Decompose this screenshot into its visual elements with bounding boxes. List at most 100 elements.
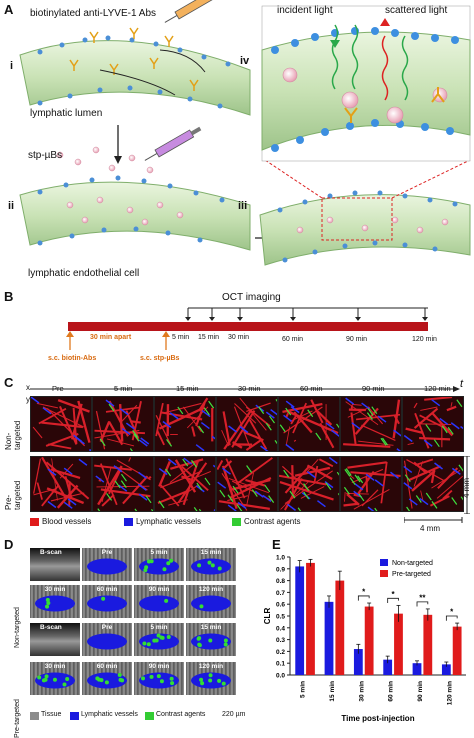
row-label-pretargeted: Pre- targeted xyxy=(4,481,22,510)
legend-swatch-tissue xyxy=(30,712,39,720)
significance-label: * xyxy=(450,608,454,617)
biotin-label: s.c. biotin-Abs xyxy=(48,355,96,362)
legend-swatch-contrast xyxy=(232,518,241,526)
tick-label: 90 min xyxy=(346,336,367,343)
bar xyxy=(335,581,344,675)
y-tick-label: 0.9 xyxy=(276,566,285,573)
y-axis-label: CLR xyxy=(263,608,272,625)
numeral-iii: iii xyxy=(238,200,247,212)
oct-tile: 60 min xyxy=(82,662,132,695)
legend-label: Pre-targeted xyxy=(392,571,431,578)
row-label-d-nontargeted: Non-targeted xyxy=(14,607,21,648)
y-tick-label: 0.2 xyxy=(276,649,285,656)
oct-tile: 15 min xyxy=(186,548,236,581)
oct-tile: 30 min xyxy=(30,662,80,695)
bar xyxy=(295,566,304,675)
microscopy-tile xyxy=(340,456,402,512)
legend-label: Non-targeted xyxy=(392,560,433,567)
y-tick-label: 0.0 xyxy=(276,673,285,680)
bar xyxy=(306,563,315,675)
legend-tissue-label: Tissue xyxy=(41,711,61,718)
x-tick-label: 90 min xyxy=(417,681,424,702)
incident-light-label: incident light xyxy=(277,5,333,16)
y-tick-label: 0.1 xyxy=(276,661,285,668)
oct-time-label: 90 min xyxy=(134,586,184,593)
legend-contrast-label: Contrast agents xyxy=(244,517,300,526)
numeral-iv: iv xyxy=(240,55,249,67)
scale-d-h-label: 220 µm xyxy=(222,711,246,718)
significance-bracket xyxy=(446,616,457,621)
column-time-label: Pre xyxy=(52,384,64,393)
vessel-iv-zoom xyxy=(262,6,470,161)
oct-time-label: 90 min xyxy=(134,663,184,670)
y-tick-label: 0.3 xyxy=(276,637,285,644)
syringe-icon xyxy=(143,125,202,164)
panel-a-illustration xyxy=(0,0,474,285)
bscan-label: B-scan xyxy=(40,624,62,631)
microscopy-tile xyxy=(216,456,278,512)
microscopy-tile xyxy=(340,396,402,452)
y-tick-label: 0.7 xyxy=(276,590,285,597)
oct-tile: 5 min xyxy=(134,623,184,656)
apart-label: 30 min apart xyxy=(90,334,131,341)
bar xyxy=(365,607,374,675)
oct-time-label: 15 min xyxy=(186,549,236,556)
significance-bracket xyxy=(358,596,369,601)
oct-time-label: 30 min xyxy=(30,663,80,670)
oct-tile: Pre xyxy=(82,548,132,581)
oct-time-label: 15 min xyxy=(186,624,236,631)
microscopy-tile xyxy=(154,396,216,452)
scale-v-label: 4 mm xyxy=(462,478,471,498)
scattered-light-label: scattered light xyxy=(385,5,447,16)
abs-label: biotinylated anti-LYVE-1 Abs xyxy=(30,8,156,19)
oct-time-label: Pre xyxy=(82,624,132,631)
bscan-label: B-scan xyxy=(40,549,62,556)
vessel-ii xyxy=(20,147,250,250)
bar xyxy=(453,627,462,675)
oct-time-label: 120 min xyxy=(186,663,236,670)
oct-time-label: 60 min xyxy=(82,663,132,670)
tick-label: 15 min xyxy=(198,334,219,341)
legend-swatch-lymphatic xyxy=(124,518,133,526)
tick-label: 30 min xyxy=(228,334,249,341)
oct-tile: 30 min xyxy=(30,585,80,618)
numeral-i: i xyxy=(10,60,13,72)
x-tick-label: 5 min xyxy=(300,681,307,698)
tick-label: 60 min xyxy=(282,336,303,343)
y-tick-label: 0.4 xyxy=(276,625,285,632)
legend-blood-label: Blood vessels xyxy=(42,517,91,526)
legend-d-contrast-label: Contrast agents xyxy=(156,711,205,718)
y-tick-label: 0.5 xyxy=(276,614,285,621)
bscan-tile: B-scan xyxy=(30,548,80,581)
oct-time-label: 120 min xyxy=(186,586,236,593)
column-time-label: 90 min xyxy=(362,384,385,393)
x-tick-label: 15 min xyxy=(329,681,336,702)
y-tick-label: 0.8 xyxy=(276,578,285,585)
ubs-label: stp-µBs xyxy=(28,150,62,161)
column-time-label: 15 min xyxy=(176,384,199,393)
legend-swatch-d-lymphatic xyxy=(70,712,79,720)
significance-bracket xyxy=(388,598,399,603)
oct-tile: 5 min xyxy=(134,548,184,581)
lumen-label: lymphatic lumen xyxy=(30,108,102,119)
row-label-nontargeted: Non- targeted xyxy=(4,421,22,450)
oct-time-label: 60 min xyxy=(82,586,132,593)
tick-label: 5 min xyxy=(172,334,189,341)
panel-d-label: D xyxy=(4,537,13,552)
microscopy-tile xyxy=(402,456,464,512)
cell-label: lymphatic endothelial cell xyxy=(28,268,139,279)
bar xyxy=(423,615,432,675)
y-tick-label: 0.6 xyxy=(276,602,285,609)
panel-c-label: C xyxy=(4,375,13,390)
legend-lymphatic-label: Lymphatic vessels xyxy=(136,517,201,526)
column-time-label: 60 min xyxy=(300,384,323,393)
significance-label: ** xyxy=(419,593,426,602)
syringe-icon xyxy=(163,0,222,26)
stp-label: s.c. stp-µBs xyxy=(140,355,179,362)
microscopy-tile xyxy=(30,456,92,512)
oct-time-label: Pre xyxy=(82,549,132,556)
tick-label: 120 min xyxy=(412,336,437,343)
oct-tile: 90 min xyxy=(134,585,184,618)
legend-d-lymphatic-label: Lymphatic vessels xyxy=(81,711,138,718)
